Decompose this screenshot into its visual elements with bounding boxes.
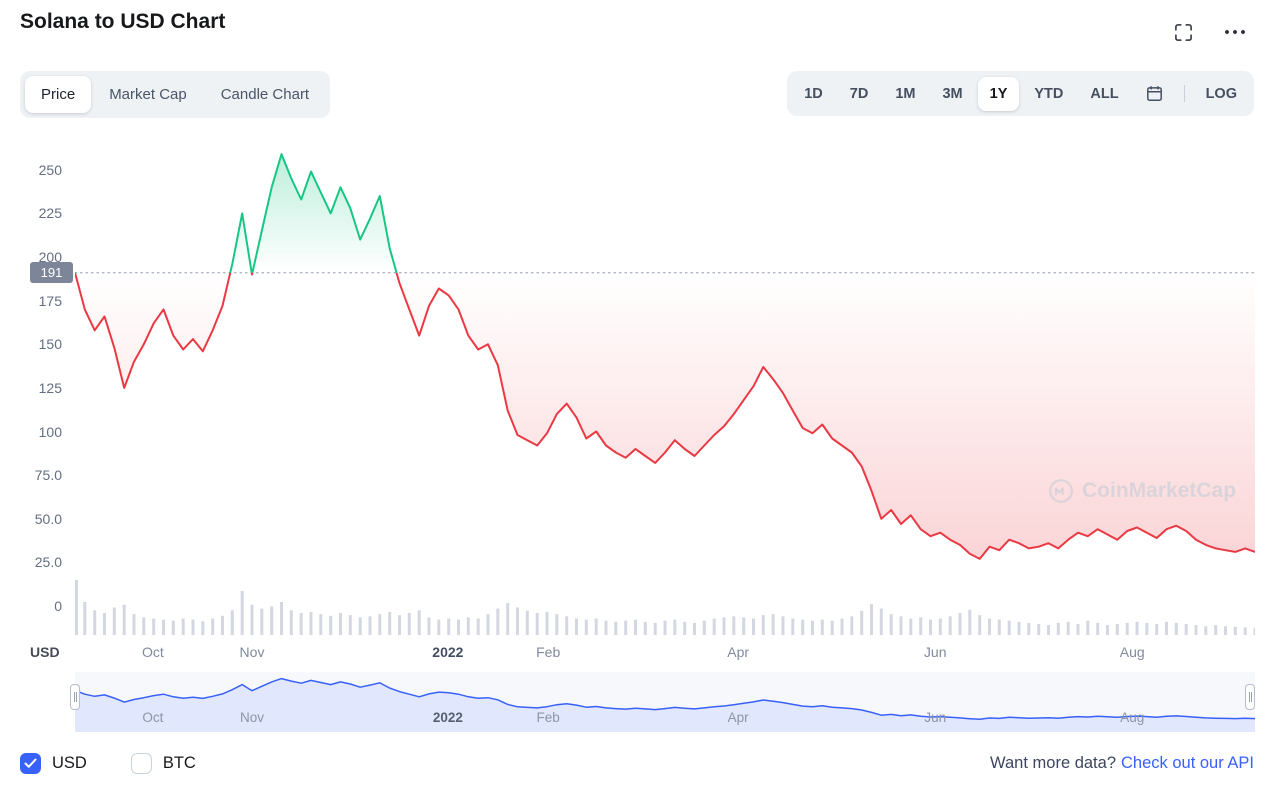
y-axis-label: 175 — [38, 292, 62, 309]
x-axis-label: Oct — [141, 644, 164, 660]
range-button-1m[interactable]: 1M — [883, 77, 927, 111]
time-range-controls: 1D 7D 1M 3M 1Y YTD ALL LOG — [787, 71, 1254, 116]
range-button-7d[interactable]: 7D — [838, 77, 881, 111]
x-axis-label: 2022 — [432, 644, 464, 660]
fullscreen-button[interactable] — [1172, 22, 1194, 42]
range-button-all[interactable]: ALL — [1078, 77, 1130, 111]
calendar-icon — [1146, 86, 1162, 101]
fullscreen-icon — [1174, 23, 1192, 41]
y-axis-label: 25.0 — [34, 554, 62, 571]
btc-toggle-label: BTC — [162, 753, 196, 772]
x-axis-label: Jun — [923, 644, 947, 660]
tab-price[interactable]: Price — [25, 76, 92, 113]
watermark-text: CoinMarketCap — [1082, 479, 1237, 502]
footer: USD BTC Want more data? Check out our API — [20, 749, 1254, 777]
navigator-x-label: Nov — [239, 710, 265, 725]
navigator-x-label: Jun — [924, 710, 947, 725]
navigator-x-label: Feb — [536, 710, 560, 725]
y-axis-label: 150 — [38, 336, 62, 353]
navigator-x-label: Apr — [727, 710, 749, 725]
navigator-handle-right[interactable] — [1245, 684, 1255, 710]
range-button-1y[interactable]: 1Y — [977, 76, 1020, 111]
y-axis-label: 0 — [54, 598, 62, 614]
y-axis-label: 100 — [38, 423, 62, 440]
promo-text: Want more data? — [990, 753, 1116, 772]
separator — [1183, 85, 1185, 102]
price-chart-svg[interactable] — [74, 148, 1257, 648]
x-axis-label: Nov — [239, 644, 265, 660]
axis-unit-label: USD — [30, 644, 60, 660]
navigator-x-label: Oct — [142, 710, 164, 725]
watermark: CoinMarketCap — [1048, 478, 1236, 504]
tab-candle-chart[interactable]: Candle Chart — [205, 76, 325, 113]
tab-market-cap[interactable]: Market Cap — [93, 76, 203, 113]
range-button-ytd[interactable]: YTD — [1022, 77, 1075, 111]
navigator-x-axis: Oct Nov 2022 Feb Apr Jun Aug — [75, 710, 1255, 726]
grip-icon — [73, 692, 77, 702]
usd-checkbox[interactable] — [20, 752, 41, 774]
currency-toggles: USD BTC — [20, 752, 196, 774]
ellipsis-icon — [1225, 30, 1245, 34]
coinmarketcap-logo-icon — [1049, 479, 1073, 503]
grip-icon — [1248, 692, 1252, 702]
btc-toggle[interactable]: BTC — [130, 752, 196, 774]
y-axis-label: 250 — [38, 161, 62, 178]
price-chart-area[interactable] — [74, 148, 1257, 648]
usd-toggle-label: USD — [52, 753, 87, 772]
navigator[interactable] — [74, 672, 1256, 732]
range-button-1d[interactable]: 1D — [792, 77, 835, 111]
api-link[interactable]: Check out our API — [1121, 753, 1254, 772]
x-axis-label: Feb — [536, 644, 561, 660]
navigator-handle-left[interactable] — [70, 684, 80, 710]
promo: Want more data? Check out our API — [990, 754, 1254, 773]
btc-checkbox[interactable] — [130, 752, 152, 774]
navigator-x-label: 2022 — [432, 710, 463, 725]
usd-toggle[interactable]: USD — [20, 752, 87, 774]
x-axis-label: Aug — [1119, 644, 1145, 660]
range-button-3m[interactable]: 3M — [930, 77, 974, 111]
x-axis-label: Apr — [727, 644, 750, 660]
chart-type-tabs: Price Market Cap Candle Chart — [20, 71, 331, 118]
y-axis-label: 200 — [38, 249, 62, 266]
y-axis-label: 75.0 — [34, 467, 62, 484]
baseline-price-badge: 191 — [30, 262, 73, 284]
y-axis-label: 225 — [38, 205, 62, 222]
check-icon — [24, 758, 37, 768]
x-axis: Oct Nov 2022 Feb Apr Jun Aug — [75, 644, 1255, 662]
y-axis-label: 125 — [38, 379, 62, 396]
header-actions — [1172, 22, 1246, 42]
date-range-calendar-button[interactable] — [1134, 76, 1175, 111]
navigator-chart-svg[interactable] — [74, 672, 1256, 732]
navigator-x-label: Aug — [1120, 710, 1145, 725]
y-axis-label: 50.0 — [34, 510, 62, 527]
page-title: Solana to USD Chart — [20, 10, 226, 33]
more-options-button[interactable] — [1224, 22, 1246, 42]
log-scale-button[interactable]: LOG — [1194, 77, 1249, 111]
